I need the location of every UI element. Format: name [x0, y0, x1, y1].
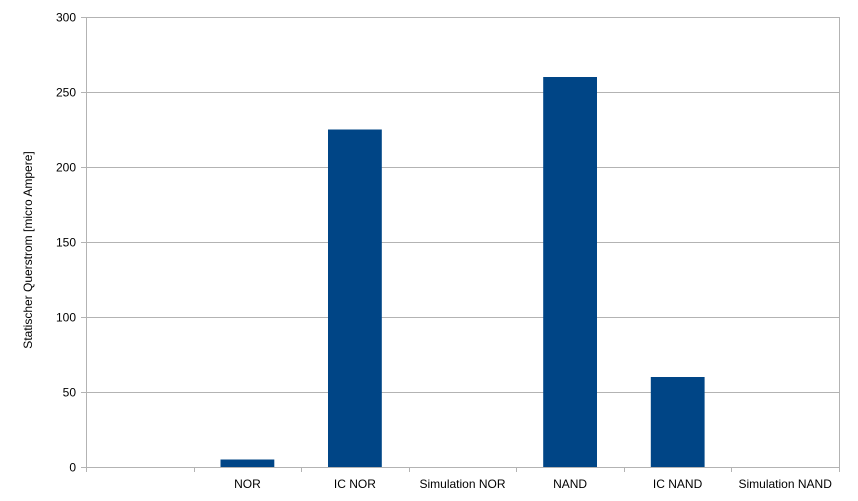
y-tick-label: 250 — [56, 86, 76, 100]
y-tick-label: 150 — [56, 236, 76, 250]
bar-2 — [328, 129, 382, 467]
y-tick-labels: 0 50 100 150 200 250 300 — [56, 11, 76, 475]
axes — [86, 17, 840, 472]
x-tick-label: NAND — [553, 477, 587, 491]
y-tick-label: 300 — [56, 11, 76, 25]
bar-5 — [650, 377, 705, 467]
bar-4 — [543, 77, 597, 467]
y-tick-label: 0 — [69, 461, 76, 475]
x-tick-label: Simulation NOR — [419, 477, 505, 491]
grid-lines — [81, 17, 839, 468]
x-tick-label: NOR — [234, 477, 261, 491]
y-tick-label: 50 — [63, 386, 77, 400]
bars — [220, 77, 705, 467]
x-tick-label: IC NAND — [653, 477, 703, 491]
bar-1 — [220, 459, 275, 467]
x-tick-labels: NOR IC NOR Simulation NOR NAND IC NAND Simula… — [234, 477, 832, 491]
x-tick-label: Simulation NAND — [739, 477, 833, 491]
y-tick-label: 100 — [56, 311, 76, 325]
x-tick-label: IC NOR — [334, 477, 376, 491]
y-tick-label: 200 — [56, 161, 76, 175]
y-axis-title: Statischer Querstrom [micro Ampere] — [21, 151, 35, 348]
